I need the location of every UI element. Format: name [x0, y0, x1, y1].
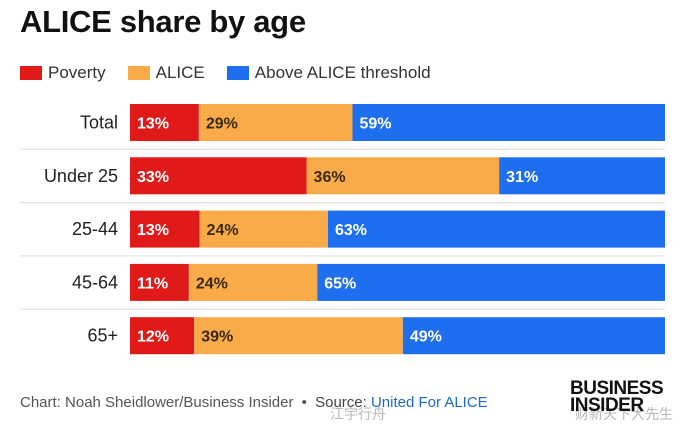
data-label-alice-65-: 39% — [201, 329, 233, 346]
chart-credit: Chart: Noah Sheidlower/Business Insider — [20, 394, 294, 411]
data-label-alice-25-44: 24% — [207, 222, 239, 239]
legend-label-poverty: Poverty — [48, 63, 106, 82]
data-label-above-alice-25-44: 63% — [335, 222, 367, 239]
bar-above-alice-under-25 — [499, 157, 665, 195]
legend-label-above-alice: Above ALICE threshold — [254, 63, 431, 82]
category-label-under-25: Under 25 — [44, 166, 118, 186]
bar-poverty-65- — [130, 317, 195, 355]
bar-above-alice-total — [352, 104, 665, 141]
watermark-right: 财新天下大先生 — [575, 406, 673, 422]
source-label: Source: — [315, 394, 367, 411]
data-label-above-alice-65-: 49% — [410, 329, 442, 346]
bar-alice-25-44 — [199, 210, 328, 248]
legend-item-poverty: Poverty — [20, 63, 106, 83]
data-label-alice-under-25: 36% — [314, 169, 346, 186]
legend-item-above-alice: Above ALICE threshold — [226, 63, 431, 83]
legend-label-alice: ALICE — [155, 63, 205, 82]
watermark-left: 江宇行舟 — [330, 406, 386, 422]
bar-poverty-under-25 — [130, 157, 307, 195]
bar-poverty-total — [130, 104, 199, 141]
data-label-poverty-under-25: 33% — [137, 169, 169, 186]
bar-above-alice-25-44 — [327, 210, 665, 248]
business-insider-logo: BUSINESS INSIDER — [570, 378, 664, 416]
legend-item-alice: ALICE — [127, 63, 205, 83]
legend: Poverty ALICE Above ALICE threshold — [20, 63, 453, 83]
data-label-above-alice-45-64: 65% — [324, 275, 356, 292]
data-label-poverty-25-44: 13% — [137, 222, 169, 239]
bar-above-alice-65- — [402, 317, 665, 355]
data-label-poverty-45-64: 11% — [137, 275, 168, 292]
bar-above-alice-45-64 — [317, 263, 665, 301]
category-label-65-: 65+ — [87, 326, 118, 346]
data-label-alice-45-64: 24% — [196, 275, 228, 292]
chart-footer: Chart: Noah Sheidlower/Business Insider … — [20, 394, 488, 411]
legend-swatch-poverty — [20, 66, 42, 80]
footer-bullet: • — [301, 394, 307, 411]
data-label-above-alice-under-25: 31% — [506, 169, 538, 186]
legend-swatch-above-alice — [226, 66, 249, 80]
category-label-total: Total — [80, 113, 118, 133]
source-link[interactable]: United For ALICE — [370, 394, 488, 411]
bar-poverty-25-44 — [130, 210, 200, 248]
brand-line-2: INSIDER — [570, 395, 644, 416]
bar-alice-total — [198, 104, 353, 141]
data-label-alice-total: 29% — [206, 116, 238, 133]
bar-alice-65- — [194, 317, 403, 355]
bar-alice-under-25 — [306, 157, 500, 195]
legend-swatch-alice — [127, 66, 150, 80]
data-label-poverty-65-: 12% — [137, 329, 169, 346]
bar-poverty-45-64 — [130, 263, 189, 301]
data-label-above-alice-total: 59% — [359, 116, 391, 133]
bar-alice-45-64 — [188, 263, 318, 301]
brand-line-1: BUSINESS — [570, 378, 664, 399]
category-label-45-64: 45-64 — [72, 272, 118, 292]
data-label-poverty-total: 13% — [137, 116, 169, 133]
chart-title: ALICE share by age — [20, 4, 306, 39]
category-label-25-44: 25-44 — [72, 219, 118, 239]
